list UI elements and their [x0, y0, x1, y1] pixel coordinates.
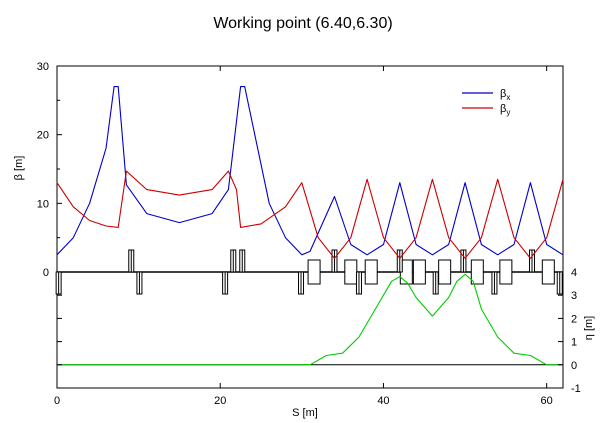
series-line-eta [57, 273, 563, 366]
eta-tick-label: 4 [571, 267, 577, 279]
eta-tick-label: 0 [571, 360, 577, 372]
series-line-beta-x [56, 86, 564, 256]
y-axis-label-eta: η [m] [583, 316, 595, 340]
eta-panel-border [56, 271, 564, 389]
dipole-magnet [307, 259, 321, 285]
dipole-magnet [364, 259, 378, 285]
beta-tick-label: 20 [37, 130, 49, 142]
y-axis-label-beta: β [m] [13, 156, 25, 181]
x-tick-label: 0 [54, 395, 60, 407]
eta-tick-label: 3 [571, 290, 577, 302]
dipole-magnet [412, 259, 426, 285]
dipole-magnet [438, 259, 452, 285]
beta-tick-label: 10 [37, 198, 49, 210]
axis-ticks: 0 20 40 60 0 10 20 30 -1 0 1 2 3 4 [37, 61, 581, 407]
dipole-magnet [470, 259, 484, 285]
x-tick-label: 20 [214, 395, 226, 407]
dipole-magnet [541, 259, 555, 285]
eta-tick-label: -1 [571, 383, 581, 395]
x-tick-label: 40 [377, 395, 389, 407]
legend-subscript: y [506, 108, 510, 117]
x-tick-label: 60 [541, 395, 553, 407]
beta-tick-label: 0 [43, 267, 49, 279]
eta-tick-label: 2 [571, 313, 577, 325]
legend-label: βy [500, 103, 510, 117]
beta-plot-frame [56, 65, 564, 273]
plot-curves [56, 86, 564, 366]
series-line-beta-y [56, 170, 564, 259]
legend-label: βx [500, 88, 510, 102]
x-axis-label: S [m] [292, 407, 318, 419]
dipole-magnet [344, 259, 358, 285]
beta-panel-border [56, 65, 564, 273]
legend-subscript: x [506, 93, 510, 102]
chart-title: Working point (6.40,6.30) [213, 15, 392, 32]
beta-tick-label: 30 [37, 61, 49, 73]
dipole-magnet [499, 259, 513, 285]
eta-plot-frame [56, 271, 564, 389]
eta-tick-label: 1 [571, 337, 577, 349]
magnet-lattice [55, 249, 563, 295]
